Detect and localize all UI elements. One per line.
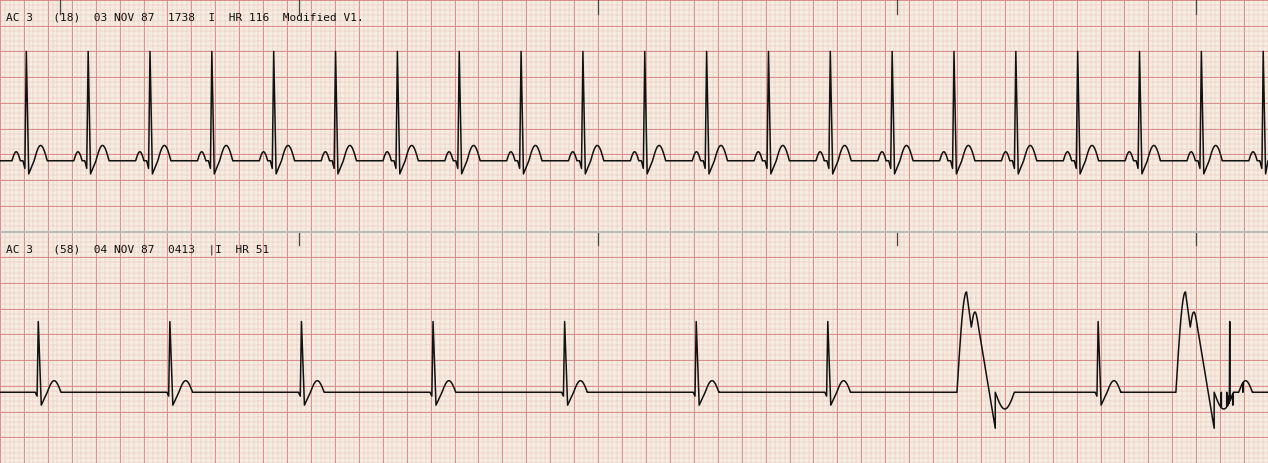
Text: AC 3   (58)  04 NOV 87  0413  |I  HR 51: AC 3 (58) 04 NOV 87 0413 |I HR 51 xyxy=(6,244,270,255)
Text: AC 3   (18)  03 NOV 87  1738  I  HR 116  Modified V1.: AC 3 (18) 03 NOV 87 1738 I HR 116 Modifi… xyxy=(6,13,364,23)
